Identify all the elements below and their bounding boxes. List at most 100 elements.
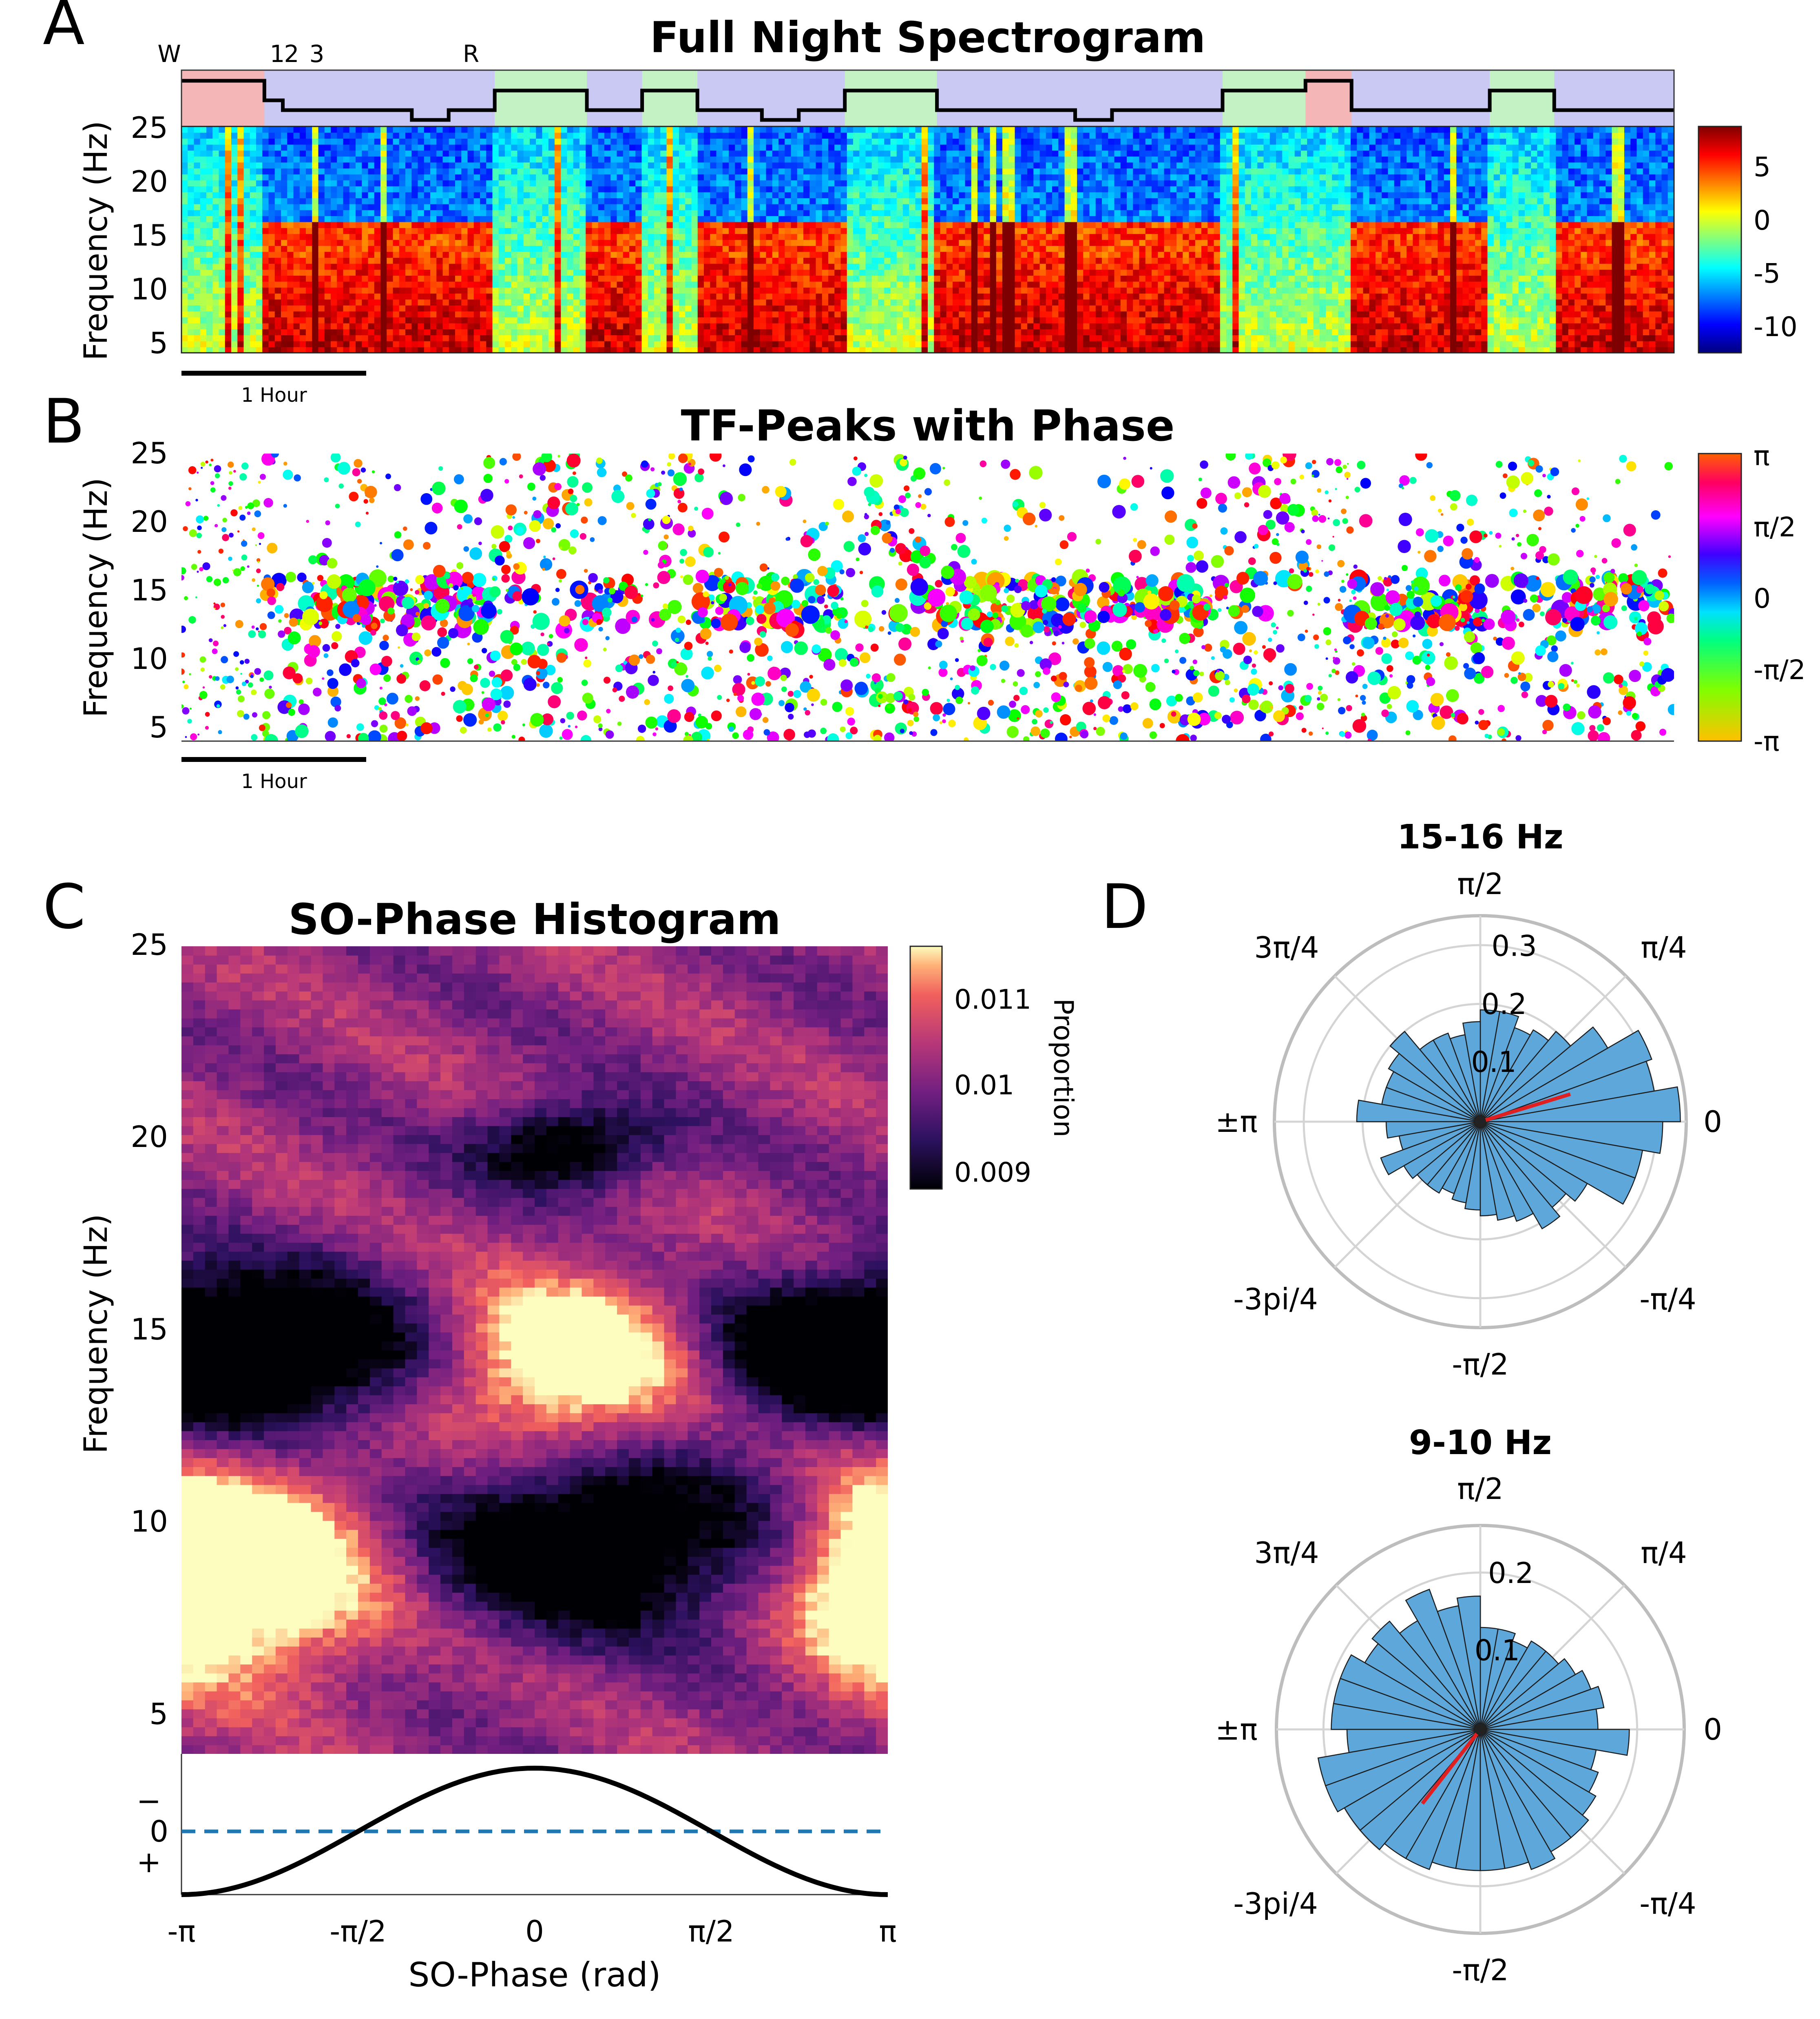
spectrogram-cell (741, 311, 748, 318)
spectrogram-cell (691, 144, 698, 151)
spectrogram-cell (660, 150, 667, 157)
spectrogram-cell (480, 132, 487, 139)
spectrogram-cell (274, 132, 281, 139)
spectrogram-cell (349, 138, 356, 145)
spectrogram-cell (281, 257, 288, 264)
spectrogram-cell (486, 246, 493, 252)
spectrogram-cell (299, 329, 306, 335)
spectrogram-cell (349, 198, 356, 204)
spectrogram-cell (511, 174, 518, 181)
spectrogram-cell (212, 239, 219, 246)
spectrogram-cell (455, 126, 462, 133)
spectrogram-cell (536, 168, 543, 175)
spectrogram-cell (710, 263, 717, 270)
spectrogram-cell (436, 329, 443, 335)
spectrogram-cell (896, 233, 903, 240)
spectrogram-cell (847, 287, 854, 294)
spectrogram-cell (691, 257, 698, 264)
spectrogram-cell (480, 251, 487, 258)
spectrogram-cell (809, 150, 816, 157)
spectrogram-cell (548, 168, 555, 175)
spectrogram-cell (610, 293, 617, 300)
spectrogram-cell (785, 198, 792, 204)
spectrogram-cell (287, 305, 294, 312)
spectrogram-cell (778, 293, 785, 300)
spectrogram-cell (729, 341, 736, 348)
spectrogram-cell (486, 221, 493, 228)
spectrogram-cell (368, 138, 375, 145)
spectrogram-cell (953, 257, 960, 264)
spectrogram-cell (362, 293, 369, 300)
spectrogram-cell (555, 317, 562, 323)
spectrogram-cell (181, 293, 188, 300)
spectrogram-cell (729, 174, 736, 181)
spectrogram-cell (430, 168, 437, 175)
spectrogram-cell (368, 329, 375, 335)
spectrogram-cell (691, 347, 698, 353)
spectrogram-cell (834, 275, 841, 282)
spectrogram-cell (268, 317, 275, 323)
spectrogram-cell (617, 293, 624, 300)
spectrogram-cell (293, 275, 300, 282)
spectrogram-cell (250, 299, 257, 306)
spectrogram-cell (505, 126, 512, 133)
spectrogram-cell (909, 341, 916, 348)
spectrogram-cell (921, 239, 928, 246)
spectrogram-cell (822, 281, 829, 288)
spectrogram-cell (660, 305, 667, 312)
spectrogram-cell (573, 246, 580, 252)
spectrogram-cell (654, 263, 661, 270)
spectrogram-cell (380, 132, 387, 139)
spectrogram-cell (243, 239, 250, 246)
spectrogram-cell (921, 138, 928, 145)
spectrogram-cell (747, 221, 754, 228)
spectrogram-cell (194, 180, 201, 186)
spectrogram-cell (697, 305, 704, 312)
spectrogram-cell (536, 329, 543, 335)
hypnogram-band-2 (283, 70, 412, 126)
spectrogram-cell (853, 335, 860, 341)
spectrogram-cell (797, 341, 804, 348)
spectrogram-cell (598, 299, 605, 306)
spectrogram-cell (219, 323, 226, 330)
spectrogram-cell (847, 144, 854, 151)
spectrogram-cell (511, 246, 518, 252)
spectrogram-cell (903, 132, 910, 139)
spectrogram-cell (256, 174, 263, 181)
spectrogram-cell (505, 162, 512, 169)
spectrogram-cell (604, 251, 611, 258)
spectrogram-cell (915, 293, 922, 300)
spectrogram-cell (592, 275, 599, 282)
spectrogram-cell (648, 162, 655, 169)
spectrogram-cell (586, 144, 593, 151)
spectrogram-cell (318, 186, 325, 193)
spectrogram-cell (959, 335, 966, 341)
spectrogram-cell (586, 228, 593, 234)
spectrogram-cell (984, 293, 991, 300)
spectrogram-cell (387, 311, 394, 318)
spectrogram-cell (928, 341, 935, 348)
spectrogram-cell (237, 174, 244, 181)
spectrogram-cell (486, 126, 493, 133)
spectrogram-cell (561, 216, 568, 222)
spectrogram-cell (816, 192, 823, 199)
spectrogram-cell (822, 299, 829, 306)
spectrogram-cell (312, 251, 319, 258)
spectrogram-cell (971, 180, 978, 186)
spectrogram-cell (809, 233, 816, 240)
spectrogram-cell (194, 317, 201, 323)
spectrogram-cell (200, 341, 207, 348)
spectrogram-cell (188, 299, 195, 306)
spectrogram-cell (928, 168, 935, 175)
spectrogram-cell (729, 144, 736, 151)
spectrogram-cell (579, 180, 586, 186)
spectrogram-cell (324, 281, 331, 288)
spectrogram-cell (287, 269, 294, 276)
spectrogram-cell (953, 138, 960, 145)
spectrogram-cell (610, 347, 617, 353)
spectrogram-cell (567, 287, 574, 294)
spectrogram-cell (890, 126, 897, 133)
spectrogram-cell (610, 305, 617, 312)
spectrogram-cell (523, 192, 530, 199)
spectrogram-cell (256, 180, 263, 186)
